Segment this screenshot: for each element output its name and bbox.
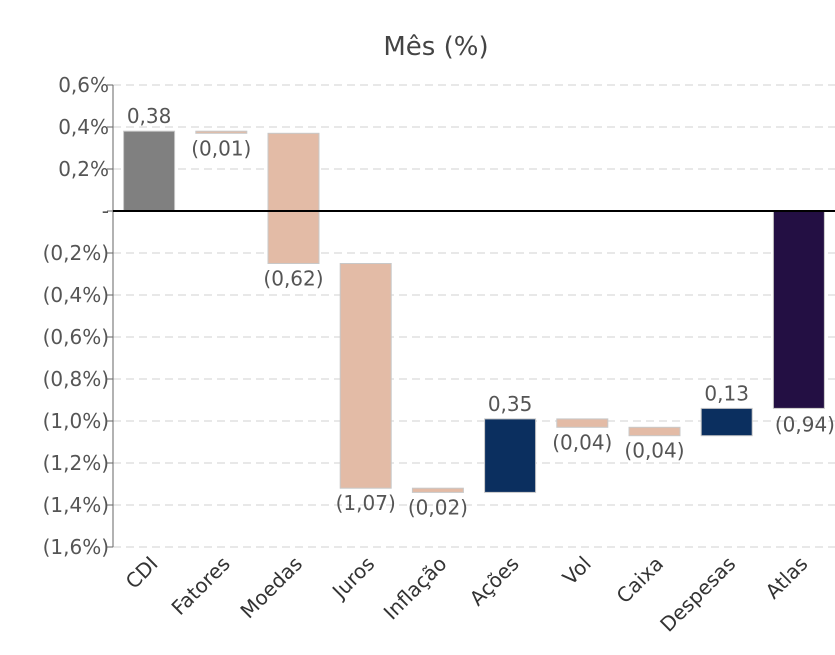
bar-fatores [195,130,248,134]
bar-vol [556,418,609,428]
data-label: 0,13 [704,381,749,405]
bar-juros [339,263,392,489]
x-tick-label: Vol [558,552,596,590]
x-tick-label: Fatores [167,552,235,620]
x-tick-label: CDI [121,552,163,594]
bars [123,130,825,493]
x-tick-label: Inflação [379,552,452,625]
bar-caixa [628,426,681,437]
data-label: (0,04) [624,439,684,463]
bar-cdi [123,130,176,212]
y-tick-label: (1,2%) [43,451,109,475]
x-tick-label: Atlas [761,552,813,604]
data-label: (0,94) [775,412,835,436]
y-tick-label: (0,2%) [43,241,109,265]
y-tick-label: (1,6%) [43,535,109,559]
x-tick-label: Moedas [235,552,307,624]
x-tick-label: Ações [465,552,524,611]
x-axis-ticks: CDI Fatores Moedas Juros Inflação Ações Vol Cai… [121,552,813,637]
bar-atlas [772,210,825,409]
data-label: (0,62) [263,267,323,291]
y-tick-label: (0,6%) [43,325,109,349]
data-label: 0,35 [488,392,533,416]
x-tick-label: Caixa [612,552,668,608]
y-tick-label: 0,4% [58,115,109,139]
y-tick-label: (1,0%) [43,409,109,433]
data-label: (0,04) [552,430,612,454]
data-label: (0,01) [191,136,251,160]
y-tick-label: (1,4%) [43,493,109,517]
bar-inflação [411,487,464,493]
bar-ações [484,418,537,493]
y-tick-label: (0,4%) [43,283,109,307]
y-tick-label: 0,6% [58,73,109,97]
chart-title: Mês (%) [383,32,488,62]
y-axis-ticks: 0,6% 0,4% 0,2% - (0,2%) (0,4%) (0,6%) (0,8%) (1,… [43,73,113,559]
x-tick-label: Juros [326,552,379,605]
data-labels: 0,38 (0,01) (0,62) (1,07) (0,02) 0,35 (0,04) (0… [127,104,835,519]
bar-despesas [700,407,753,437]
data-label: (0,02) [408,495,468,519]
data-label: (1,07) [336,491,396,515]
y-tick-label: - [102,199,109,223]
y-tick-label: 0,2% [58,157,109,181]
y-tick-label: (0,8%) [43,367,109,391]
x-tick-label: Despesas [655,552,740,637]
data-label: 0,38 [127,104,172,128]
bar-moedas [267,132,320,264]
